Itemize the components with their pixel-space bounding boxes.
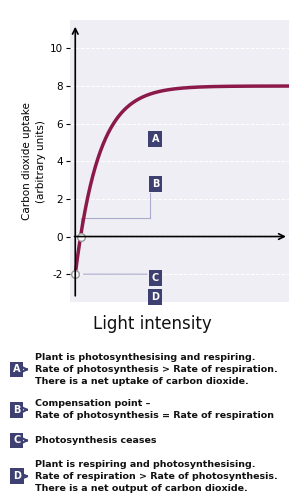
Text: A: A bbox=[13, 364, 20, 374]
Text: C: C bbox=[13, 435, 20, 446]
Text: D: D bbox=[151, 292, 159, 302]
Text: Plant is respiring and photosynthesising.
Rate of respiration > Rate of photosyn: Plant is respiring and photosynthesising… bbox=[35, 460, 278, 493]
Text: Plant is photosynthesising and respiring.
Rate of photosynthesis > Rate of respi: Plant is photosynthesising and respiring… bbox=[35, 353, 278, 386]
Text: Photosynthesis ceases: Photosynthesis ceases bbox=[35, 436, 157, 445]
Text: C: C bbox=[152, 273, 159, 283]
Text: Compensation point –
Rate of photosynthesis = Rate of respiration: Compensation point – Rate of photosynthe… bbox=[35, 399, 274, 420]
Text: Light intensity: Light intensity bbox=[93, 314, 211, 333]
Text: B: B bbox=[152, 179, 159, 189]
Y-axis label: Carbon dioxide uptake
(arbitrary units): Carbon dioxide uptake (arbitrary units) bbox=[22, 102, 46, 220]
Text: A: A bbox=[152, 134, 159, 144]
Text: D: D bbox=[13, 471, 21, 481]
Text: B: B bbox=[13, 405, 20, 415]
